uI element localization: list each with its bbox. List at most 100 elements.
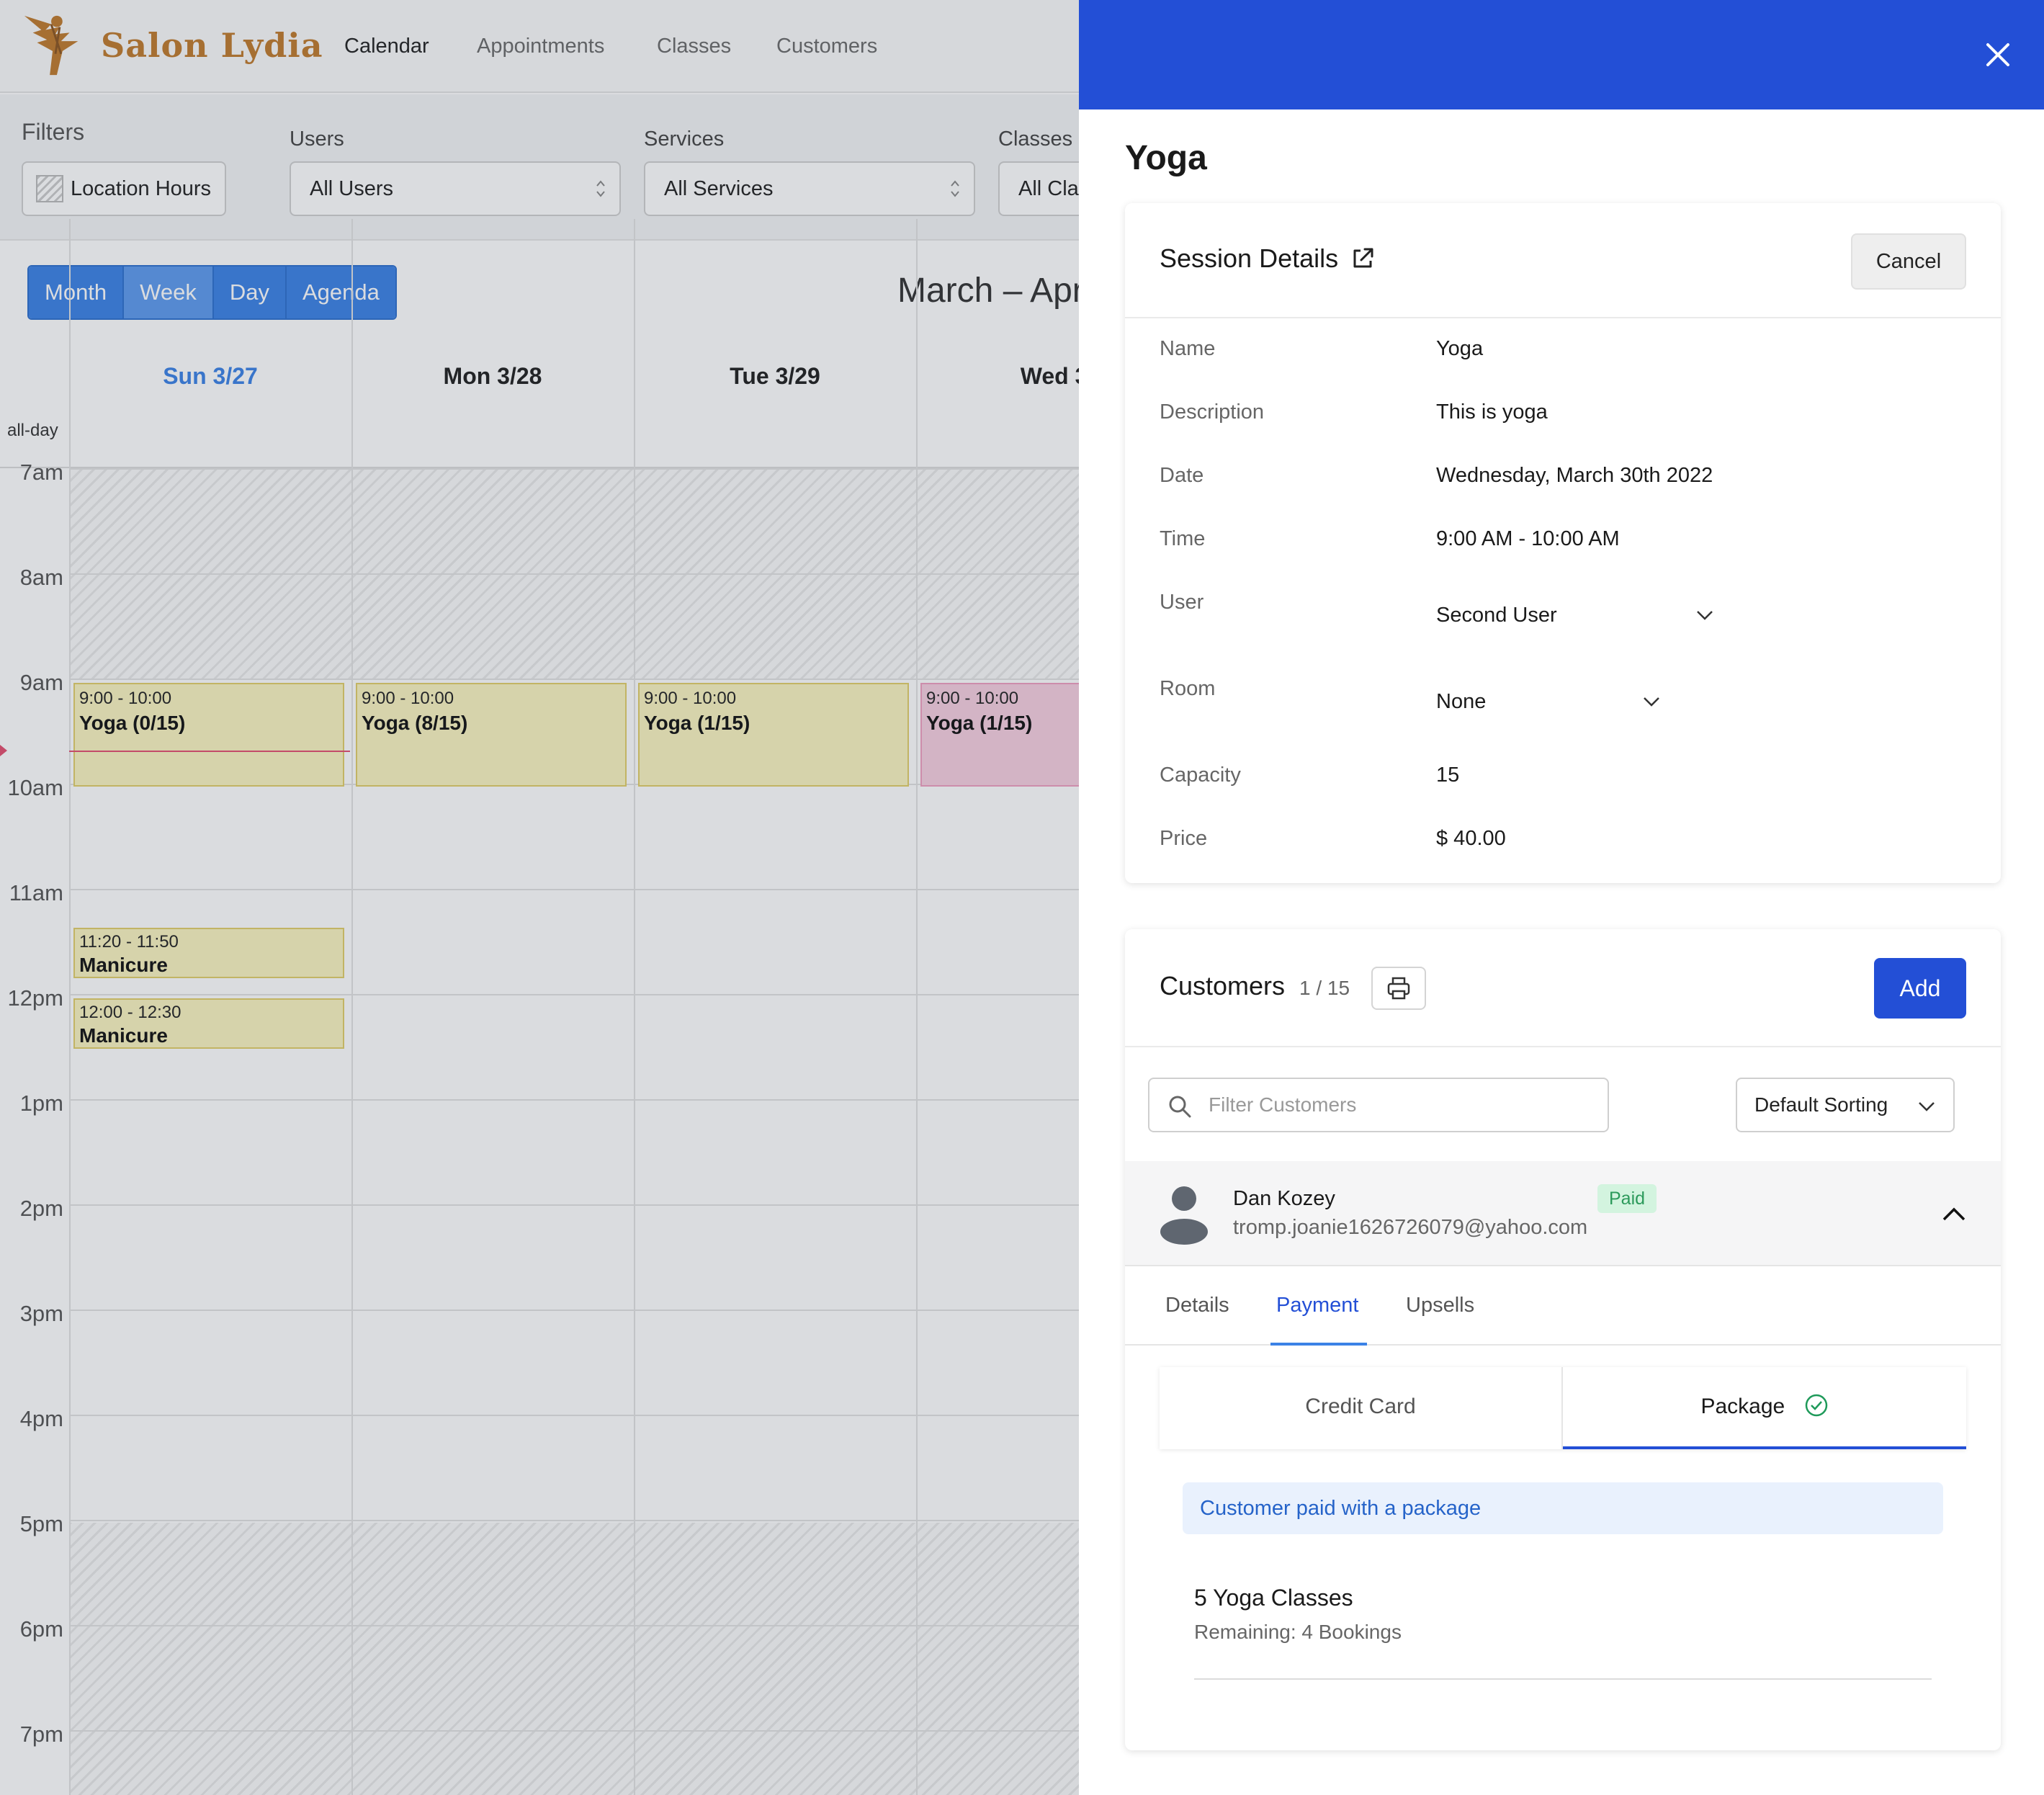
hour-label: 1pm <box>19 1091 63 1116</box>
day-header-sun[interactable]: Sun 3/27 <box>163 363 258 389</box>
users-select-value: All Users <box>310 177 394 200</box>
hour-line <box>69 1730 1079 1732</box>
hour-label: 11am <box>9 880 63 905</box>
hour-line <box>69 1415 1079 1416</box>
customer-row[interactable]: Dan Kozey tromp.joanie1626726079@yahoo.c… <box>1125 1161 2001 1266</box>
session-details-card: Session Details Cancel Name Yoga Descrip… <box>1125 203 2001 883</box>
view-week-button[interactable]: Week <box>124 267 214 318</box>
services-select[interactable]: All Services <box>644 161 975 216</box>
all-day-label: all-day <box>7 421 58 440</box>
user-select-value: Second User <box>1436 604 1557 627</box>
chevron-up-icon[interactable] <box>1942 1206 1966 1222</box>
column-divider <box>634 219 635 1795</box>
calendar-view-switch: Month Week Day Agenda <box>27 265 397 320</box>
cancel-session-button[interactable]: Cancel <box>1851 233 1966 290</box>
event-title: Yoga (8/15) <box>362 712 468 734</box>
view-day-button[interactable]: Day <box>213 267 287 318</box>
week-time-grid[interactable]: 7am 8am 9am 10am 11am 12pm 1pm 2pm 3pm 4… <box>0 219 1079 1795</box>
add-customer-button[interactable]: Add <box>1874 958 1966 1019</box>
services-select-value: All Services <box>664 177 774 200</box>
calendar-event[interactable]: 9:00 - 10:00 Yoga (8/15) <box>356 683 627 787</box>
user-select[interactable]: Second User <box>1436 604 1724 640</box>
classes-select[interactable]: All Clas <box>998 161 1079 216</box>
event-time: 11:20 - 11:50 <box>79 932 179 952</box>
tab-upsells[interactable]: Upsells <box>1406 1294 1475 1317</box>
room-select[interactable]: None <box>1436 690 1667 726</box>
customer-name: Dan Kozey <box>1233 1187 1335 1210</box>
day-header-tue[interactable]: Tue 3/29 <box>730 363 820 389</box>
sorting-select[interactable]: Default Sorting <box>1736 1078 1955 1132</box>
day-header-mon[interactable]: Mon 3/28 <box>443 363 542 389</box>
day-header-wed[interactable]: Wed 3/ <box>1020 363 1079 389</box>
event-title: Manicure <box>79 1024 168 1047</box>
hour-label: 12pm <box>7 985 63 1011</box>
hour-label: 5pm <box>19 1511 63 1536</box>
chevron-down-icon <box>1644 697 1659 707</box>
package-payment-banner: Customer paid with a package <box>1183 1482 1943 1534</box>
close-icon[interactable] <box>1981 37 2015 72</box>
filter-customers-placeholder: Filter Customers <box>1209 1093 1357 1116</box>
salon-logo-icon[interactable] <box>19 12 89 79</box>
detail-label-date: Date <box>1160 464 1204 487</box>
customers-count: 1 / 15 <box>1299 977 1350 999</box>
filter-customers-input[interactable]: Filter Customers <box>1148 1078 1609 1132</box>
view-month-button[interactable]: Month <box>29 267 125 318</box>
hour-line <box>69 1099 1079 1101</box>
calendar-event[interactable]: 11:20 - 11:50 Manicure <box>73 928 344 978</box>
tab-payment[interactable]: Payment <box>1276 1294 1359 1317</box>
hour-label: 7pm <box>19 1722 63 1747</box>
column-divider <box>916 219 918 1795</box>
package-remaining: Remaining: 4 Bookings <box>1194 1621 1402 1643</box>
users-label: Users <box>290 127 344 151</box>
print-button[interactable] <box>1371 967 1426 1010</box>
session-details-heading: Session Details <box>1160 243 1339 273</box>
hour-line <box>69 573 1079 575</box>
calendar-event[interactable]: 9:00 - 10:00 Yoga (1/15) <box>638 683 909 787</box>
users-select[interactable]: All Users <box>290 161 621 216</box>
nav-classes[interactable]: Classes <box>657 35 732 58</box>
nav-customers[interactable]: Customers <box>776 35 878 58</box>
detail-label-price: Price <box>1160 827 1208 850</box>
hour-label: 2pm <box>19 1196 63 1221</box>
detail-label-room: Room <box>1160 677 1216 700</box>
active-tab-indicator <box>1270 1343 1367 1346</box>
all-day-row[interactable]: all-day <box>0 396 1079 468</box>
nav-calendar[interactable]: Calendar <box>344 35 429 58</box>
modal-backdrop[interactable] <box>0 0 1079 1795</box>
customer-email: tromp.joanie1626726079@yahoo.com <box>1233 1216 1588 1239</box>
location-hours-toggle[interactable]: Location Hours <box>22 161 226 216</box>
classes-label: Classes <box>998 127 1073 151</box>
services-label: Services <box>644 127 725 151</box>
filters-title: Filters <box>22 119 85 145</box>
drawer-header-bar <box>1079 0 2044 109</box>
status-badge: Paid <box>1597 1184 1657 1213</box>
customers-header: Customers 1 / 15 Add <box>1125 929 2001 1047</box>
room-select-value: None <box>1436 690 1487 713</box>
chevron-down-icon <box>1919 1102 1935 1111</box>
calendar-event-selected[interactable]: 9:00 - 10:00 Yoga (1/15) <box>920 683 1079 787</box>
hour-line <box>69 1310 1079 1311</box>
detail-value-name: Yoga <box>1436 337 1484 360</box>
payment-tab-package[interactable]: Package <box>1563 1367 1966 1449</box>
top-navbar: Salon Lydia Calendar Appointments Classe… <box>0 0 1079 93</box>
hour-label: 3pm <box>19 1301 63 1326</box>
detail-label-name: Name <box>1160 337 1216 360</box>
closed-hours-evening <box>69 1523 1079 1795</box>
detail-value-capacity: 15 <box>1436 764 1460 787</box>
calendar-day-headers: Sun 3/27 Mon 3/28 Tue 3/29 Wed 3/ <box>0 353 1079 396</box>
view-agenda-button[interactable]: Agenda <box>287 267 395 318</box>
hour-line <box>69 994 1079 995</box>
brand-name[interactable]: Salon Lydia <box>101 26 323 65</box>
calendar-event[interactable]: 9:00 - 10:00 Yoga (0/15) <box>73 683 344 787</box>
classes-select-value: All Clas <box>1018 177 1079 200</box>
tab-details[interactable]: Details <box>1165 1294 1229 1317</box>
event-time: 9:00 - 10:00 <box>644 689 737 708</box>
current-time-marker-icon <box>0 745 7 756</box>
hour-line <box>69 1520 1079 1521</box>
payment-tab-credit-card[interactable]: Credit Card <box>1160 1367 1563 1449</box>
nav-appointments[interactable]: Appointments <box>477 35 605 58</box>
event-title: Yoga (1/15) <box>926 712 1033 734</box>
external-link-icon[interactable] <box>1350 246 1375 271</box>
calendar-event[interactable]: 12:00 - 12:30 Manicure <box>73 998 344 1049</box>
event-title: Yoga (1/15) <box>644 712 750 734</box>
